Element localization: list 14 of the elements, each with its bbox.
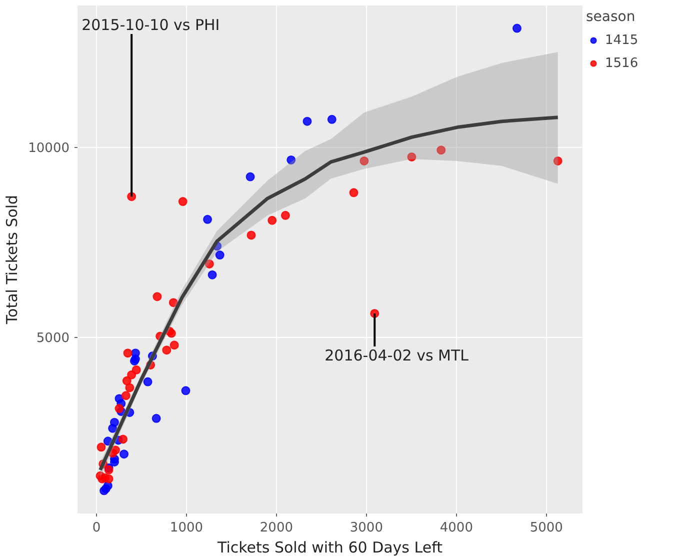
x-tick-label: 4000 xyxy=(440,520,473,536)
legend-label: 1415 xyxy=(605,32,638,48)
x-tick-label: 2000 xyxy=(260,520,294,536)
annotation: 2015-10-10 vs PHI xyxy=(82,16,220,34)
legend-title: season xyxy=(586,9,636,25)
x-tick-label: 1000 xyxy=(170,520,204,536)
annotation: 2016-04-02 vs MTL xyxy=(324,346,470,364)
x-axis-title: Tickets Sold with 60 Days Left xyxy=(216,538,443,556)
x-tick-label: 3000 xyxy=(350,520,383,536)
legend-label: 1516 xyxy=(605,56,638,70)
y-axis-title: Total Tickets Sold xyxy=(3,194,22,326)
y-tick-label: 10000 xyxy=(28,141,70,156)
x-tick-label: 0 xyxy=(92,520,101,536)
x-tick-label: 5000 xyxy=(530,520,563,536)
